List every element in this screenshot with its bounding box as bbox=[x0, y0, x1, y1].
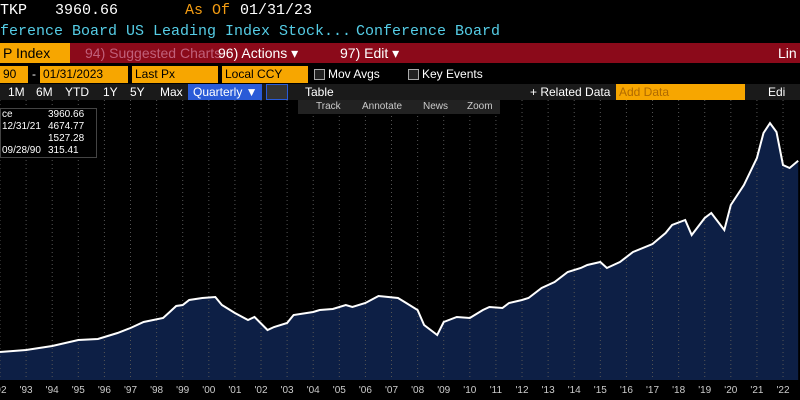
x-tick-label: '94 bbox=[46, 385, 59, 396]
tools-bar bbox=[298, 100, 500, 114]
x-tick-label: '13 bbox=[542, 385, 555, 396]
x-tick-label: '99 bbox=[176, 385, 189, 396]
range-button[interactable]: YTD bbox=[65, 85, 89, 99]
legend-label: ce bbox=[2, 109, 13, 120]
range-button[interactable]: 1Y bbox=[103, 85, 118, 99]
x-tick-label: '07 bbox=[385, 385, 398, 396]
legend-value: 1527.28 bbox=[48, 133, 85, 144]
edit[interactable]: 97) Edit ▾ bbox=[340, 45, 400, 61]
x-tick-label: '02 bbox=[254, 385, 267, 396]
area-fill bbox=[0, 123, 799, 380]
related-data[interactable]: + Related Data bbox=[530, 85, 611, 99]
security[interactable]: P Index bbox=[0, 43, 70, 63]
x-tick-label: '08 bbox=[411, 385, 424, 396]
x-tick-label: '93 bbox=[20, 385, 33, 396]
x-tick-label: '20 bbox=[724, 385, 737, 396]
x-tick-label: '95 bbox=[72, 385, 85, 396]
as-of-date: 01/31/23 bbox=[240, 2, 313, 19]
legend bbox=[0, 108, 97, 158]
x-tick-label: '16 bbox=[620, 385, 633, 396]
x-tick-label: '18 bbox=[672, 385, 685, 396]
x-tick-label: '00 bbox=[202, 385, 215, 396]
x-tick-label: '98 bbox=[150, 385, 163, 396]
checkbox[interactable] bbox=[408, 69, 419, 80]
tool-button[interactable]: Track bbox=[316, 101, 341, 112]
x-tick-label: '21 bbox=[750, 385, 763, 396]
x-tick-label: '97 bbox=[124, 385, 137, 396]
start-date[interactable]: 90 bbox=[0, 66, 28, 83]
dash: - bbox=[32, 67, 36, 81]
range-button[interactable]: 1M bbox=[8, 85, 25, 99]
x-tick-label: '15 bbox=[594, 385, 607, 396]
field[interactable]: Last Px bbox=[132, 66, 218, 83]
x-tick-label: '01 bbox=[228, 385, 241, 396]
mov-avgs[interactable]: Mov Avgs bbox=[328, 67, 380, 81]
frequency-button[interactable] bbox=[188, 84, 262, 100]
tool-button[interactable]: News bbox=[423, 101, 449, 112]
edit-right[interactable]: Edi bbox=[768, 85, 786, 99]
line bbox=[0, 121, 799, 353]
price: 3960.66 bbox=[55, 2, 119, 19]
x-tick-label: '11 bbox=[490, 385, 503, 396]
x-tick-label: '92 bbox=[0, 385, 7, 396]
line-menu[interactable]: Lin bbox=[778, 45, 797, 61]
as-of-label: As Of bbox=[185, 2, 231, 19]
chart-icon[interactable] bbox=[266, 84, 288, 100]
legend-value: 4674.77 bbox=[48, 121, 85, 132]
x-tick-label: '05 bbox=[333, 385, 346, 396]
source: Conference Board bbox=[356, 23, 501, 40]
x-tick-label: '10 bbox=[463, 385, 476, 396]
currency[interactable]: Local CCY bbox=[222, 66, 308, 83]
key-events[interactable]: Key Events bbox=[422, 67, 483, 81]
tool-button[interactable]: Zoom bbox=[467, 101, 493, 112]
legend-label: 09/28/90 bbox=[2, 145, 41, 156]
x-tick-label: '14 bbox=[568, 385, 581, 396]
frequency[interactable]: Quarterly ▼ bbox=[193, 85, 258, 99]
x-tick-label: '04 bbox=[307, 385, 320, 396]
toolbar bbox=[70, 43, 800, 63]
x-tick-label: '19 bbox=[698, 385, 711, 396]
range-button[interactable]: 6M bbox=[36, 85, 53, 99]
end-date[interactable]: 01/31/2023 bbox=[40, 66, 128, 83]
range-button[interactable]: 5Y bbox=[130, 85, 145, 99]
description: ference Board US Leading Index Stock... bbox=[0, 23, 352, 40]
x-tick-label: '22 bbox=[777, 385, 790, 396]
legend-value: 3960.66 bbox=[48, 109, 85, 120]
table-button[interactable]: Table bbox=[305, 85, 334, 99]
legend-label: 12/31/21 bbox=[2, 121, 41, 132]
tool-button[interactable]: Annotate bbox=[362, 101, 403, 112]
range-button[interactable]: Max bbox=[160, 85, 183, 99]
actions[interactable]: 96) Actions ▾ bbox=[218, 45, 299, 61]
x-tick-label: '09 bbox=[437, 385, 450, 396]
x-tick-label: '06 bbox=[359, 385, 372, 396]
suggested-charts[interactable]: 94) Suggested Charts bbox=[85, 45, 222, 61]
checkbox[interactable] bbox=[314, 69, 325, 80]
legend-value: 315.41 bbox=[48, 145, 79, 156]
add-data[interactable]: Add Data bbox=[616, 84, 745, 100]
x-tick-label: '96 bbox=[98, 385, 111, 396]
x-tick-label: '03 bbox=[281, 385, 294, 396]
x-tick-label: '17 bbox=[646, 385, 659, 396]
x-tick-label: '12 bbox=[515, 385, 528, 396]
ticker: TKP bbox=[0, 2, 28, 19]
chart: '92 '93 '94 '95 '96 '97 '98 '99 '00 '01 '02 '03 '04 '… bbox=[0, 100, 799, 396]
